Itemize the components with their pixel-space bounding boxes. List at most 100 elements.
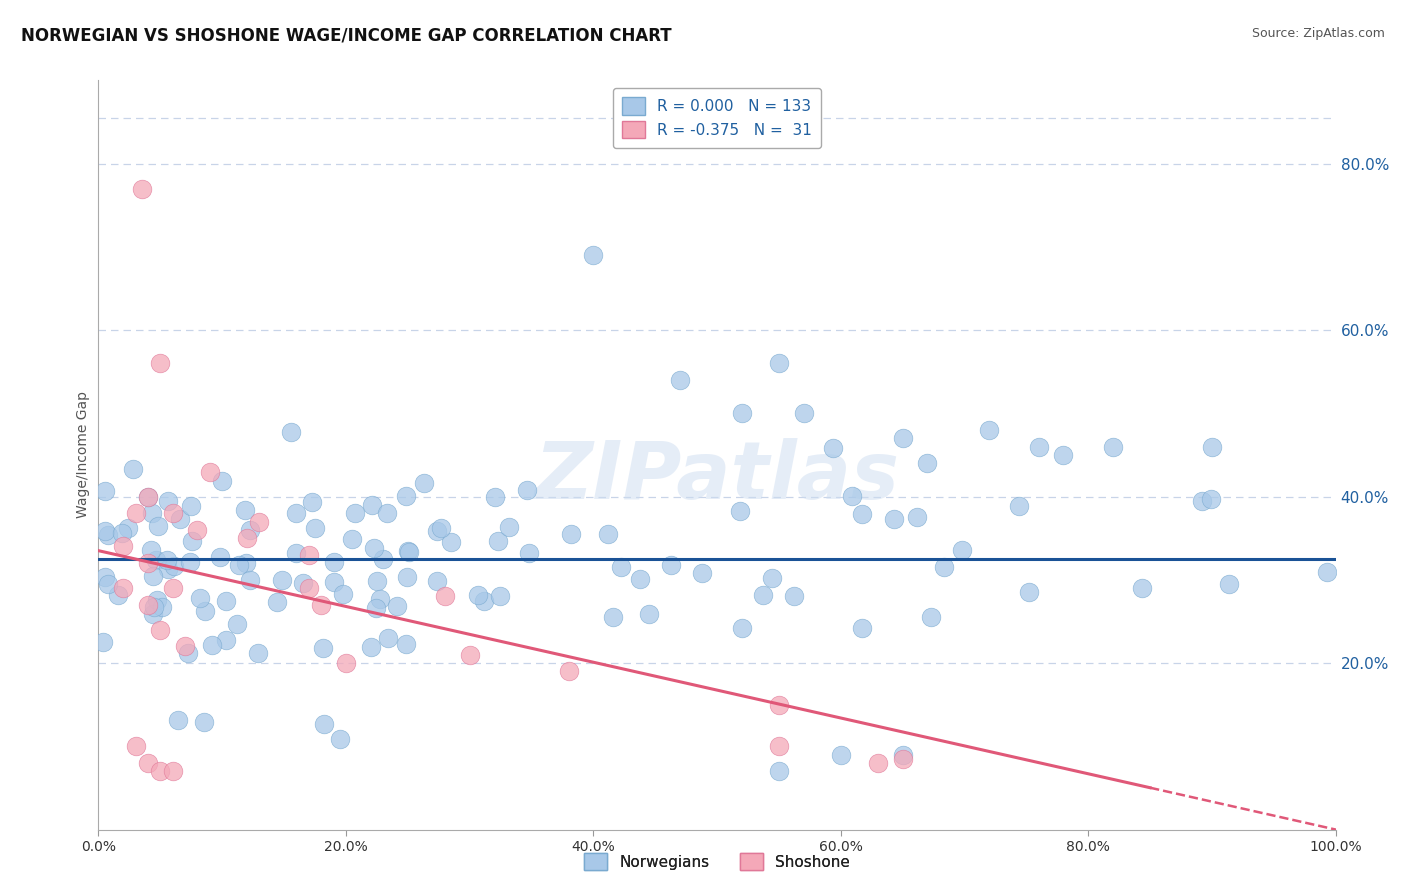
- Point: [193, 714, 215, 729]
- Point: [557, 665, 579, 679]
- Point: [117, 520, 139, 534]
- Point: [180, 533, 202, 548]
- Point: [111, 526, 134, 541]
- Point: [235, 556, 257, 570]
- Point: [371, 551, 394, 566]
- Point: [280, 425, 302, 439]
- Point: [596, 527, 619, 541]
- Point: [215, 594, 238, 608]
- Point: [247, 515, 270, 529]
- Point: [413, 475, 436, 490]
- Point: [142, 568, 165, 582]
- Point: [198, 465, 221, 479]
- Point: [1018, 585, 1040, 599]
- Point: [360, 640, 382, 655]
- Point: [484, 490, 506, 504]
- Point: [247, 646, 270, 660]
- Point: [768, 356, 790, 370]
- Point: [728, 504, 751, 518]
- Point: [830, 747, 852, 762]
- Point: [1052, 448, 1074, 462]
- Point: [329, 731, 352, 746]
- Point: [225, 617, 247, 632]
- Point: [866, 756, 889, 770]
- Point: [136, 490, 159, 504]
- Point: [239, 573, 262, 587]
- Point: [291, 576, 314, 591]
- Point: [932, 560, 955, 574]
- Point: [891, 752, 914, 766]
- Point: [1191, 494, 1213, 508]
- Point: [214, 632, 236, 647]
- Legend: Norwegians, Shoshone: Norwegians, Shoshone: [576, 846, 858, 878]
- Point: [157, 562, 180, 576]
- Point: [395, 489, 418, 503]
- Point: [122, 462, 145, 476]
- Point: [150, 600, 173, 615]
- Point: [498, 520, 520, 534]
- Point: [112, 581, 135, 595]
- Point: [186, 523, 208, 537]
- Point: [162, 764, 184, 779]
- Point: [107, 588, 129, 602]
- Point: [398, 545, 420, 559]
- Point: [1199, 492, 1222, 507]
- Point: [136, 490, 159, 504]
- Point: [228, 558, 250, 573]
- Point: [314, 716, 336, 731]
- Point: [472, 594, 495, 608]
- Point: [364, 600, 387, 615]
- Point: [385, 599, 408, 613]
- Point: [821, 441, 844, 455]
- Point: [323, 555, 346, 569]
- Point: [1028, 440, 1050, 454]
- Text: Source: ZipAtlas.com: Source: ZipAtlas.com: [1251, 27, 1385, 40]
- Point: [176, 646, 198, 660]
- Point: [148, 518, 170, 533]
- Point: [180, 499, 202, 513]
- Point: [94, 483, 117, 498]
- Point: [582, 248, 605, 262]
- Point: [312, 641, 335, 656]
- Point: [602, 609, 624, 624]
- Point: [145, 553, 167, 567]
- Point: [131, 181, 153, 195]
- Point: [335, 656, 357, 670]
- Point: [343, 506, 366, 520]
- Point: [97, 577, 120, 591]
- Point: [91, 635, 114, 649]
- Point: [149, 623, 172, 637]
- Point: [141, 506, 163, 520]
- Point: [136, 598, 159, 612]
- Point: [301, 495, 323, 509]
- Point: [610, 559, 633, 574]
- Point: [162, 581, 184, 595]
- Point: [426, 524, 449, 538]
- Point: [112, 540, 135, 554]
- Point: [201, 638, 224, 652]
- Point: [179, 556, 201, 570]
- Point: [163, 559, 186, 574]
- Point: [891, 747, 914, 762]
- Point: [211, 474, 233, 488]
- Point: [149, 356, 172, 370]
- Point: [188, 591, 211, 605]
- Point: [768, 764, 790, 779]
- Point: [517, 546, 540, 560]
- Point: [235, 502, 257, 516]
- Point: [394, 637, 416, 651]
- Point: [361, 498, 384, 512]
- Point: [905, 509, 928, 524]
- Point: [920, 609, 942, 624]
- Point: [284, 546, 307, 560]
- Point: [1008, 500, 1031, 514]
- Point: [285, 506, 308, 520]
- Point: [430, 521, 453, 535]
- Point: [323, 575, 346, 590]
- Point: [458, 648, 481, 662]
- Point: [377, 631, 399, 645]
- Point: [298, 548, 321, 562]
- Point: [236, 531, 259, 545]
- Point: [891, 431, 914, 445]
- Point: [1130, 581, 1153, 595]
